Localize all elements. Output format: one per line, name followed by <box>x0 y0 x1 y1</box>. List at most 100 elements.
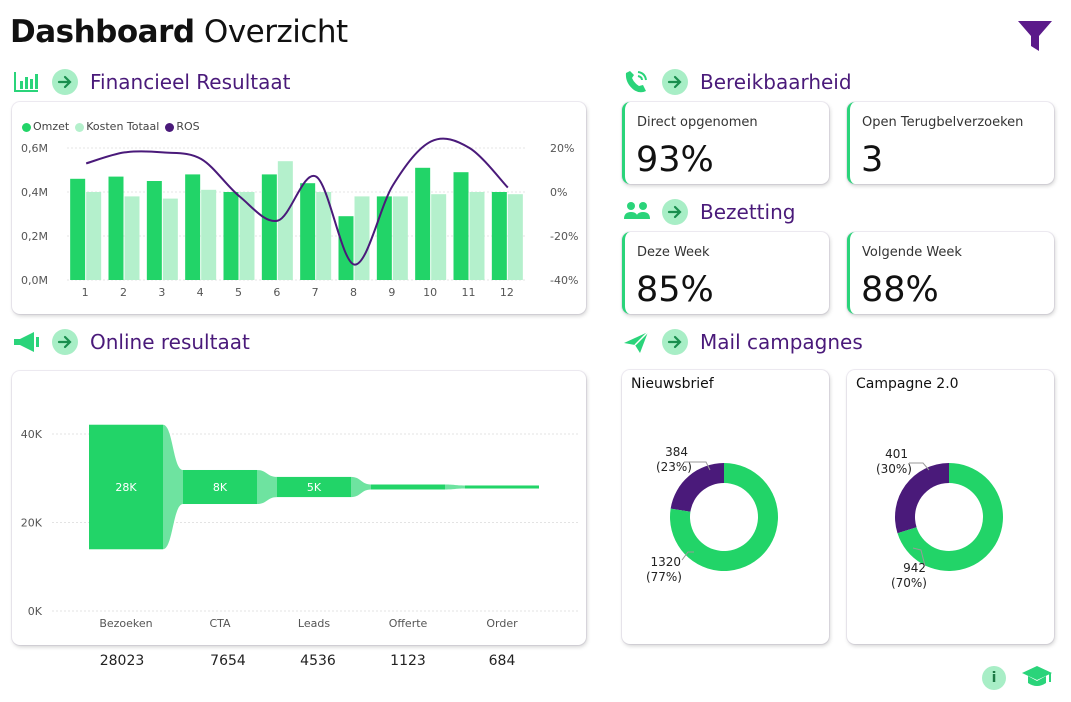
bar-kosten <box>469 192 485 280</box>
ros-line <box>85 137 509 266</box>
kpi-label: Open Terugbelverzoeken <box>862 115 1024 130</box>
section-title-financieel: Financieel Resultaat <box>90 70 291 94</box>
y-tick-label: 0,4M <box>21 186 48 199</box>
kpi-open-terugbel: Open Terugbelverzoeken 3 <box>847 102 1054 184</box>
y2-tick-label: 0% <box>550 186 567 199</box>
page-title: Dashboard Overzicht <box>10 14 348 50</box>
bar-omzet <box>376 196 392 280</box>
financieel-nav-button[interactable] <box>52 69 78 95</box>
funnel-bar <box>371 484 445 490</box>
x-tick-label: 10 <box>423 286 437 299</box>
bar-chart-icon <box>14 72 38 92</box>
x-tick-label: 9 <box>388 286 395 299</box>
kpi-value: 93% <box>636 140 714 180</box>
x-tick-label: 2 <box>120 286 127 299</box>
bar-kosten <box>86 192 102 280</box>
section-title-bezetting: Bezetting <box>700 200 796 224</box>
funnel-connector <box>163 424 183 550</box>
bar-kosten <box>201 189 217 280</box>
y-tick-label: 0,0M <box>21 274 48 287</box>
paper-plane-icon <box>624 331 649 353</box>
arrow-right-icon <box>667 205 682 219</box>
arrow-right-icon <box>667 75 682 89</box>
bar-omzet <box>415 167 431 280</box>
funnel-total-leads: 4536 <box>300 653 336 669</box>
bezetting-nav-button[interactable] <box>662 199 688 225</box>
bar-omzet <box>108 176 124 280</box>
y2-tick-label: -20% <box>550 230 578 243</box>
funnel-chart: 40K 20K 0K 28K Bezoeken 8K CTA 5K Leads Offerte Or… <box>21 424 580 630</box>
funnel-total-bezoeken: 28023 <box>99 653 145 669</box>
x-tick-label: 5 <box>235 286 242 299</box>
funnel-bar <box>465 485 539 489</box>
bar-kosten <box>124 196 140 280</box>
funnel-data-label: 28K <box>115 481 137 494</box>
donut-title: Nieuwsbrief <box>631 376 714 392</box>
arrow-right-icon <box>57 75 72 89</box>
bar-omzet <box>300 183 316 280</box>
phone-icon <box>625 71 647 93</box>
x-tick-label: CTA <box>209 617 231 630</box>
x-tick-label: 1 <box>82 286 89 299</box>
online-header: Online resultaat <box>12 328 250 356</box>
y-tick-label: 0,6M <box>21 142 48 155</box>
bereikbaarheid-nav-button[interactable] <box>662 69 688 95</box>
bar-kosten <box>316 192 332 280</box>
mail-nav-button[interactable] <box>662 329 688 355</box>
x-tick-label: Bezoeken <box>99 617 152 630</box>
financieel-header: Financieel Resultaat <box>12 68 290 96</box>
title-light: Overzicht <box>203 14 348 50</box>
bar-omzet <box>223 192 239 280</box>
x-tick-label: Offerte <box>389 617 428 630</box>
x-tick-label: 12 <box>500 286 514 299</box>
donut-value-label: 1320 <box>650 555 681 569</box>
legend-ros: ROS <box>165 120 200 133</box>
filter-icon[interactable] <box>1016 18 1054 54</box>
donut-chart-campagne: 401(30%) 942(70%) <box>876 447 1003 590</box>
x-tick-label: 8 <box>350 286 357 299</box>
info-icon[interactable]: i <box>982 666 1006 690</box>
financieel-chart-card: Omzet Kosten Totaal ROS 0,6M 0,4M 0,2M 0,0M… <box>12 102 586 314</box>
megaphone-icon <box>14 332 39 352</box>
title-bold: Dashboard <box>10 14 195 50</box>
bar-kosten <box>239 192 255 280</box>
donut-slice <box>670 463 778 571</box>
x-tick-label: Order <box>486 617 518 630</box>
kpi-deze-week: Deze Week 85% <box>622 232 829 314</box>
funnel-data-label: 8K <box>213 481 228 494</box>
bar-kosten <box>507 194 523 280</box>
bar-omzet <box>146 181 162 280</box>
donut-slice <box>670 463 724 512</box>
y-tick-label: 40K <box>21 428 43 441</box>
funnel-bar <box>277 476 351 498</box>
section-title-bereikbaarheid: Bereikbaarheid <box>700 70 852 94</box>
donut-title: Campagne 2.0 <box>856 376 959 392</box>
bar-omzet <box>491 192 507 280</box>
graduation-cap-icon[interactable] <box>1020 664 1054 690</box>
online-nav-button[interactable] <box>52 329 78 355</box>
kpi-value: 3 <box>861 140 884 180</box>
funnel-bar <box>183 469 257 505</box>
y2-tick-label: -40% <box>550 274 578 287</box>
legend-kosten: Kosten Totaal <box>75 120 159 133</box>
kpi-value: 88% <box>861 270 939 310</box>
kpi-label: Deze Week <box>637 245 710 260</box>
funnel-bar <box>89 424 163 550</box>
section-title-online: Online resultaat <box>90 330 250 354</box>
arrow-right-icon <box>667 335 682 349</box>
bar-omzet <box>185 174 201 280</box>
bar-kosten <box>354 196 370 280</box>
funnel-connector <box>445 484 465 490</box>
donut-leader-line <box>912 547 926 567</box>
x-tick-label: 6 <box>273 286 280 299</box>
people-icon <box>624 202 650 219</box>
bar-omzet <box>261 174 277 280</box>
funnel-data-label: 5K <box>307 481 322 494</box>
donut-pct-label: (70%) <box>891 576 927 590</box>
bar-omzet <box>338 216 354 280</box>
y-tick-label: 20K <box>21 517 43 530</box>
donut-leader-line <box>681 551 694 561</box>
arrow-right-icon <box>57 335 72 349</box>
legend-omzet: Omzet <box>22 120 69 133</box>
